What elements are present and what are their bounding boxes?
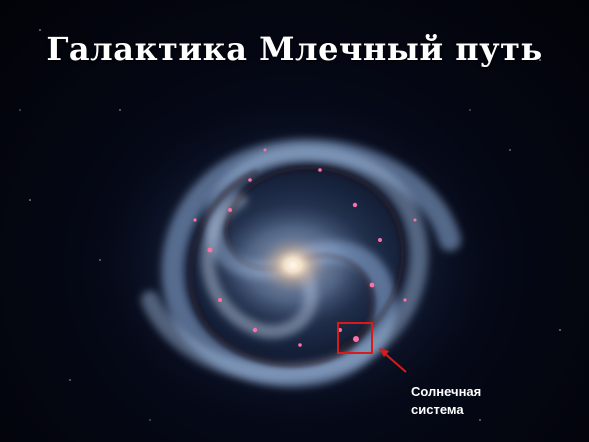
solar-system-label: Солнечная система — [411, 383, 531, 419]
label-line-2: система — [411, 401, 531, 419]
solar-system-marker-box — [337, 322, 373, 354]
label-line-1: Солнечная — [411, 383, 531, 401]
slide-title: Галактика Млечный путь — [0, 30, 589, 68]
